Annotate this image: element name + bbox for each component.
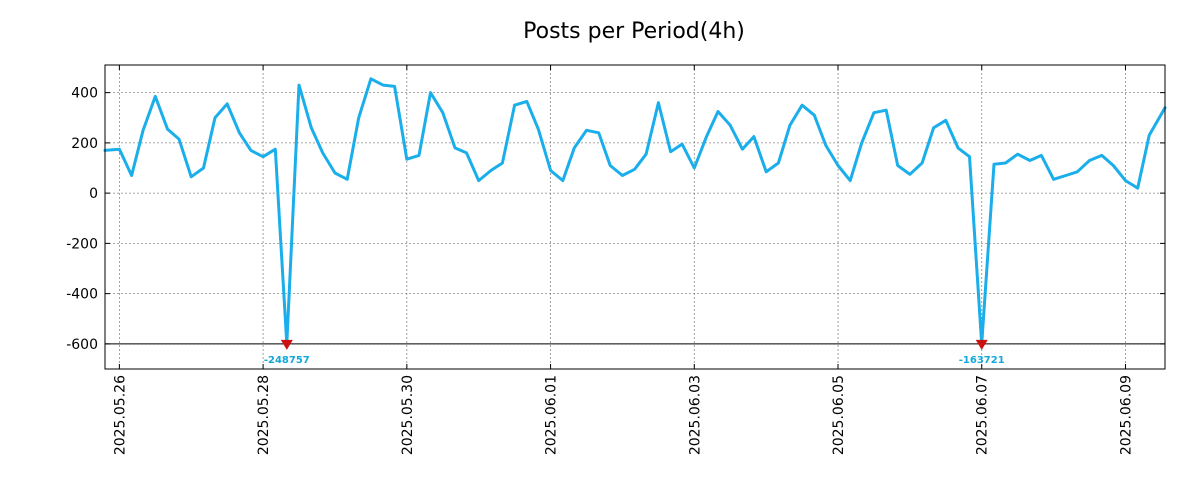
- plot-frame: [104, 64, 1166, 370]
- grid: [105, 65, 1165, 369]
- outlier-marker: [280, 339, 293, 350]
- series-line-posts: [103, 77, 1167, 346]
- y-tick-label: -400: [66, 287, 98, 303]
- x-tick-label: 2025.06.05: [831, 375, 847, 455]
- y-axis-ticks: 400 200 0 -200 -400 -600: [66, 86, 1165, 353]
- x-tick-label: 2025.05.30: [400, 375, 416, 455]
- x-tick-label: 2025.06.03: [687, 375, 703, 455]
- outlier-label: -248757: [264, 355, 310, 366]
- annotations: -248757 -163721: [264, 339, 1005, 366]
- outlier-label: -163721: [959, 355, 1005, 366]
- x-axis-ticks: 2025.05.26 2025.05.28 2025.05.30 2025.06.01…: [112, 65, 1134, 455]
- x-tick-label: 2025.05.26: [112, 375, 128, 455]
- chart-title: Posts per Period(4h): [523, 19, 745, 44]
- y-tick-label: 200: [71, 136, 98, 152]
- x-tick-label: 2025.06.07: [975, 375, 991, 455]
- y-tick-label: -200: [66, 236, 98, 252]
- x-tick-label: 2025.06.01: [544, 375, 560, 455]
- y-tick-label: 400: [71, 86, 98, 102]
- y-tick-label: -600: [66, 337, 98, 353]
- x-tick-label: 2025.05.28: [256, 375, 272, 455]
- outlier-marker: [975, 339, 988, 350]
- x-tick-label: 2025.06.09: [1118, 375, 1134, 455]
- y-tick-label: 0: [89, 186, 98, 202]
